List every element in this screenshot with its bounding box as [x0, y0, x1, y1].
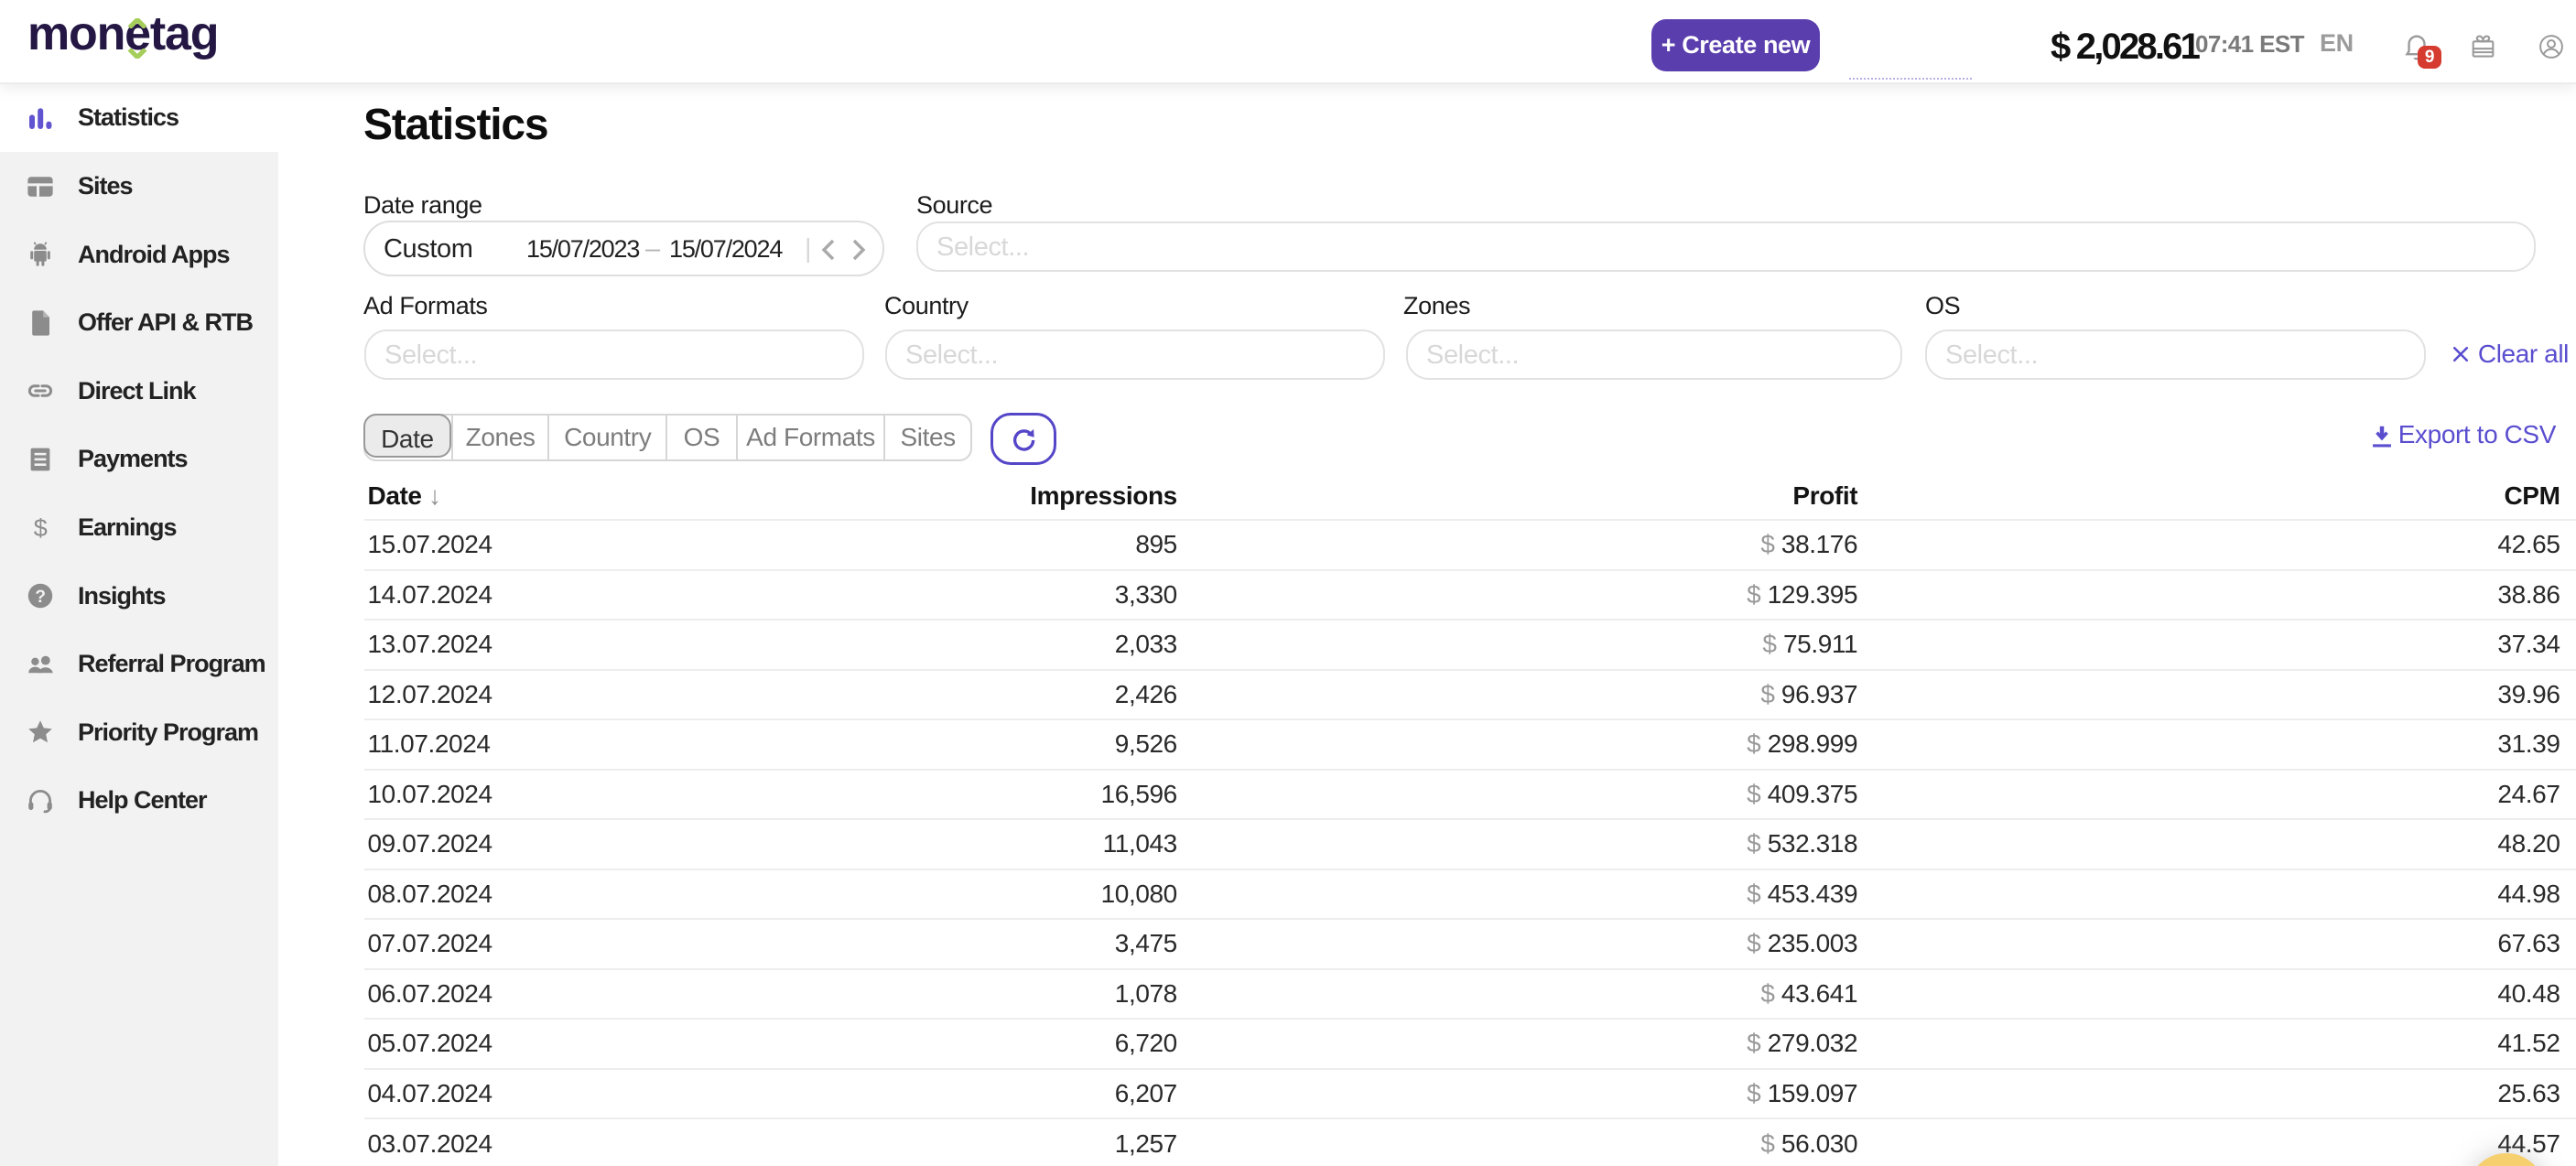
- svg-text:?: ?: [35, 588, 45, 607]
- svg-text:$: $: [34, 514, 48, 542]
